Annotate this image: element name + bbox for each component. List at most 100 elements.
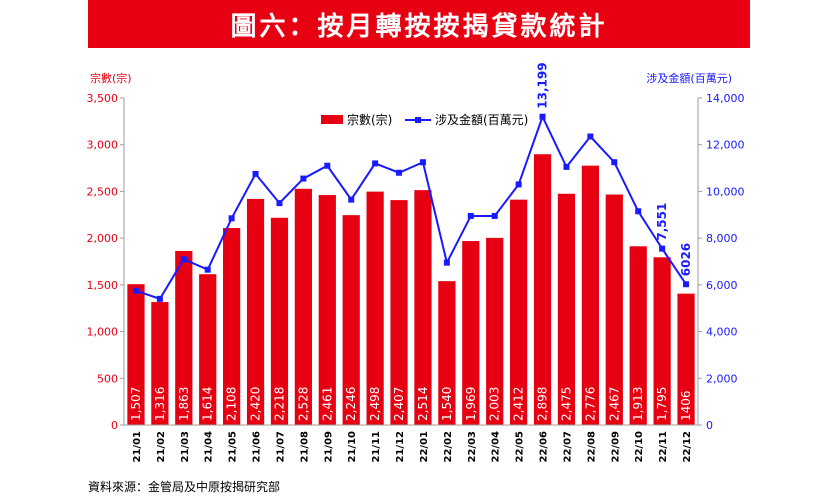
- x-tick-label: 22/01: [419, 431, 430, 463]
- line-point: [204, 266, 211, 273]
- bar-value-label: 2,003: [488, 387, 502, 421]
- bar: [175, 250, 193, 425]
- bar-value-label: 2,467: [607, 387, 621, 421]
- left-axis-tick-label: 2,000: [87, 232, 119, 245]
- right-axis-ticks: 0 2,000 4,000 6,000 8,000 10,000 12,000 14,000: [698, 92, 745, 432]
- line-point: [396, 169, 403, 176]
- x-tick-label: 21/09: [323, 431, 334, 463]
- x-tick-label: 22/03: [467, 431, 478, 463]
- bar-value-label: 1,863: [177, 387, 191, 421]
- bar: [199, 274, 217, 425]
- bar: [342, 215, 360, 425]
- line-path: [135, 114, 687, 301]
- x-tick-label: 21/05: [228, 431, 239, 463]
- right-axis-tick-label: 10,000: [706, 185, 745, 198]
- x-tick-label: 21/03: [180, 431, 191, 463]
- left-axis-tick-label: 1,000: [87, 326, 119, 339]
- line-point: [372, 160, 379, 167]
- line-point: [180, 256, 187, 263]
- line-point: [467, 212, 474, 219]
- bar-value-label: 1406: [679, 390, 693, 421]
- bar: [366, 191, 384, 425]
- x-tick-label: 21/06: [252, 431, 263, 463]
- bar-value-label: 2,218: [272, 387, 286, 421]
- bar: [510, 199, 528, 425]
- line-point: [587, 133, 594, 140]
- legend-bar-label: 宗數(宗): [347, 112, 392, 127]
- x-tick-label: 22/05: [515, 431, 526, 463]
- bar-value-label: 2,776: [583, 387, 597, 421]
- x-tick-label: 22/02: [443, 431, 454, 463]
- bar: [127, 284, 145, 425]
- right-axis-tick-label: 0: [706, 419, 713, 432]
- bar: [605, 194, 623, 425]
- bar: [581, 165, 599, 426]
- bar-series: [127, 154, 695, 426]
- bar: [294, 188, 312, 425]
- bar-value-label: 1,614: [201, 387, 215, 421]
- line-point: [539, 113, 546, 120]
- line-point: [491, 212, 498, 219]
- bar-value-label: 2,898: [536, 387, 550, 421]
- bar-value-label: 1,540: [440, 387, 454, 421]
- legend: 宗數(宗) 涉及金額(百萬元): [321, 112, 528, 127]
- bar: [462, 241, 480, 425]
- x-axis-tick-labels: 21/01 21/02 21/03 21/04 21/05 21/06 21/07 21/08…: [132, 431, 693, 463]
- x-tick-label: 22/04: [491, 431, 502, 463]
- x-tick-label: 22/06: [539, 431, 550, 463]
- left-axis-tick-label: 3,000: [87, 139, 119, 152]
- line-point: [443, 259, 450, 266]
- right-axis-tick-label: 4,000: [706, 326, 738, 339]
- bar-value-label: 1,795: [655, 387, 669, 421]
- line-series: [132, 113, 690, 302]
- x-tick-label: 21/04: [204, 431, 215, 463]
- left-axis-title: 宗數(宗): [90, 71, 132, 85]
- line-point: [300, 175, 307, 182]
- bar: [390, 200, 408, 425]
- bar-value-label: 2,475: [559, 387, 573, 421]
- bar-value-label: 2,407: [392, 387, 406, 421]
- bar: [629, 246, 647, 425]
- bar-value-label: 1,507: [129, 387, 143, 421]
- line-point: [252, 170, 259, 177]
- x-tick-label: 21/12: [395, 431, 406, 463]
- x-tick-label: 22/12: [682, 431, 693, 463]
- bar: [246, 198, 265, 425]
- line-point: [515, 181, 522, 188]
- x-tick-label: 21/11: [371, 431, 382, 463]
- left-axis-tick-label: 3,500: [87, 92, 119, 105]
- bar-data-labels: 1,507 1,316 1,863 1,614 2,108 2,420 2,218 2,528…: [129, 387, 693, 421]
- bar: [414, 190, 432, 425]
- bar-value-label: 2,528: [296, 387, 310, 421]
- bar-value-label: 1,316: [153, 387, 167, 421]
- bar-value-label: 2,246: [344, 387, 358, 421]
- right-axis-tick-label: 12,000: [706, 139, 745, 152]
- left-axis-ticks: 0 500 1,000 1,500 2,000 2,500 3,000 3,500: [87, 92, 124, 432]
- x-tick-label: 22/11: [658, 431, 669, 463]
- line-point: [276, 200, 283, 207]
- right-axis-tick-label: 8,000: [706, 232, 738, 245]
- legend-line-marker: [415, 117, 421, 123]
- bar: [270, 217, 289, 425]
- bar-value-label: 1,969: [464, 387, 478, 421]
- bar-value-label: 1,913: [631, 387, 645, 421]
- line-point: [635, 208, 642, 215]
- x-tick-label: 21/07: [275, 431, 286, 463]
- bar: [533, 154, 552, 425]
- line-point: [348, 196, 355, 203]
- bar: [677, 293, 695, 425]
- line-point-labels: 13,199 7,551 6026: [536, 62, 694, 276]
- x-tick-label: 21/10: [347, 431, 358, 463]
- bar: [318, 195, 336, 425]
- left-axis-tick-label: 1,500: [87, 279, 119, 292]
- bar-value-label: 2,498: [368, 387, 382, 421]
- x-tick-label: 21/02: [156, 431, 167, 463]
- line-point: [324, 162, 331, 169]
- left-axis-tick-label: 500: [97, 372, 118, 385]
- legend-line-label: 涉及金額(百萬元): [435, 112, 528, 127]
- bar-value-label: 2,514: [416, 387, 430, 421]
- right-axis-tick-label: 6,000: [706, 279, 738, 292]
- bar-value-label: 2,108: [225, 387, 239, 421]
- line-point: [156, 295, 163, 302]
